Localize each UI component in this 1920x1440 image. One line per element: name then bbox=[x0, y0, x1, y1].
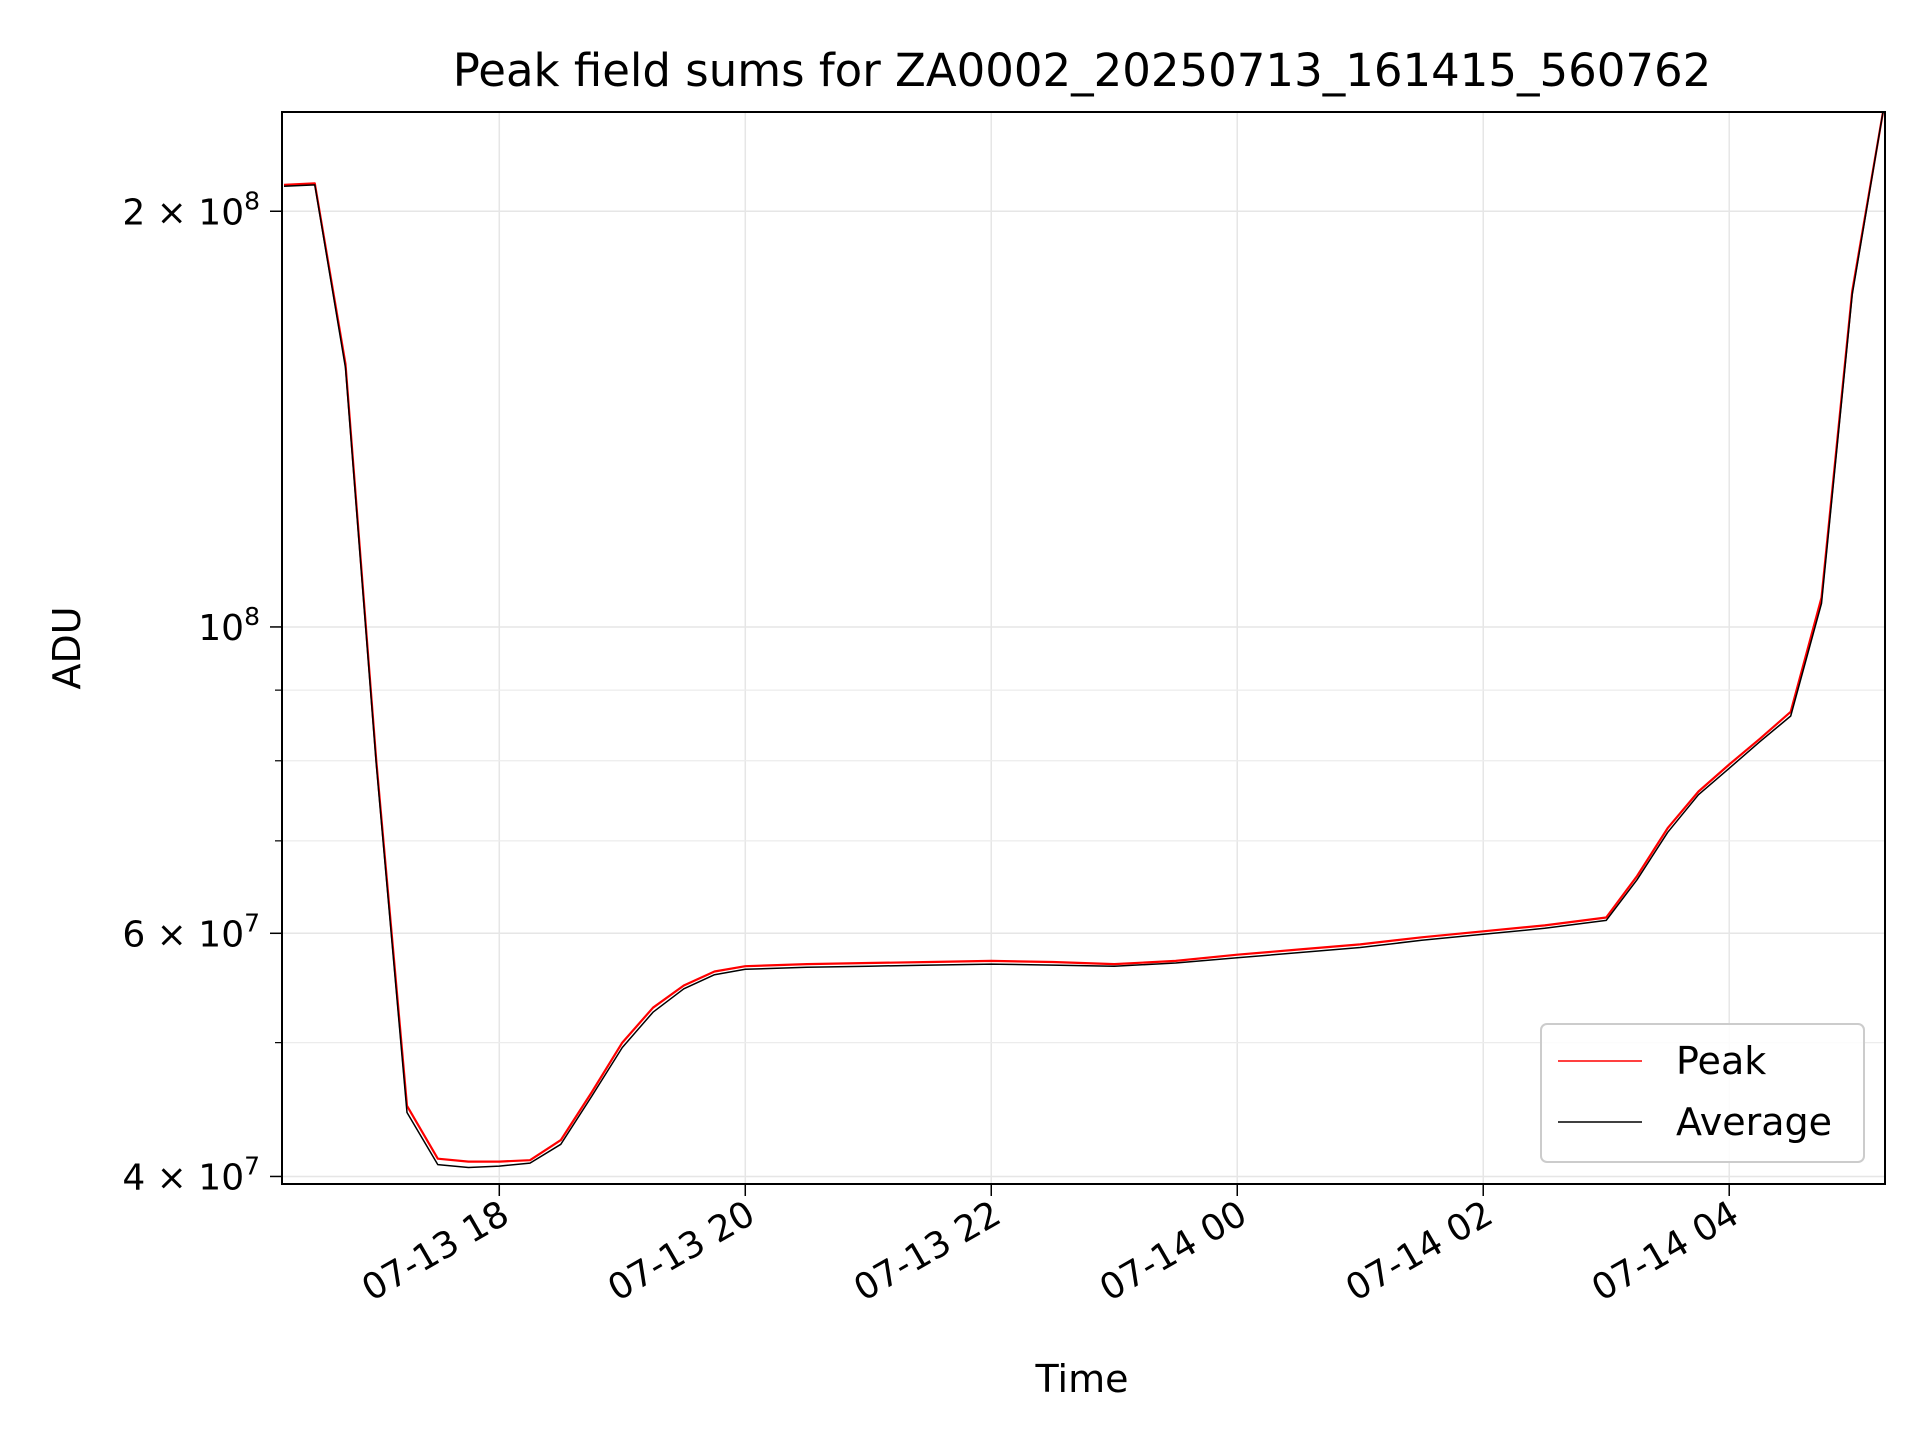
chart-title: Peak field sums for ZA0002_20250713_1614… bbox=[453, 44, 1712, 97]
x-axis-label: Time bbox=[1035, 1357, 1129, 1401]
plot-frame bbox=[281, 111, 1886, 1185]
legend-box bbox=[1540, 1023, 1865, 1163]
y-tick-label: 108 bbox=[198, 602, 260, 649]
series-line-peak bbox=[283, 111, 1885, 1163]
series-line-average bbox=[283, 111, 1884, 1169]
y-tick-label: 6 × 107 bbox=[122, 908, 260, 955]
legend-average-label: Average bbox=[1676, 1100, 1832, 1144]
y-tick-label: 4 × 107 bbox=[122, 1151, 260, 1198]
legend-peak-label: Peak bbox=[1676, 1039, 1766, 1083]
y-tick-label: 2 × 108 bbox=[122, 186, 260, 233]
series-layer bbox=[283, 111, 1885, 1169]
legend: Peak Average bbox=[1540, 1023, 1865, 1163]
y-axis-label: ADU bbox=[45, 606, 89, 689]
